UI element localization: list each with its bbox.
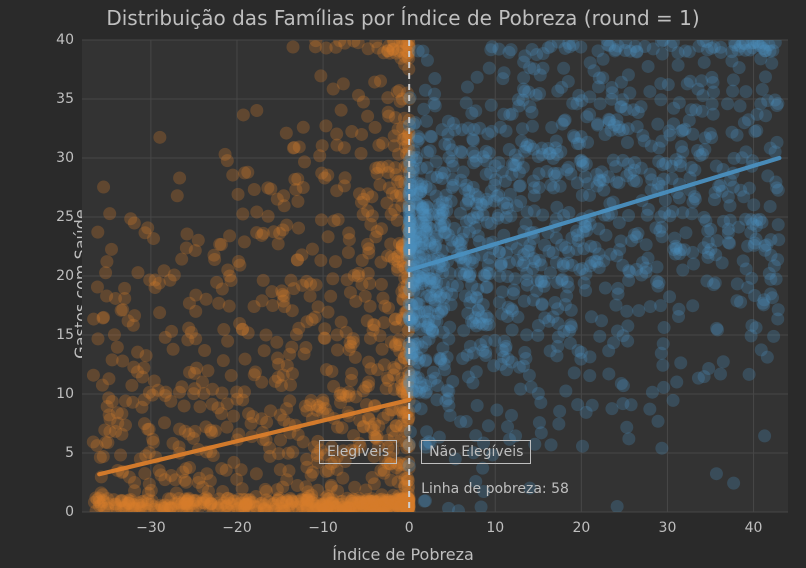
x-tick-label: 0 <box>405 520 414 536</box>
y-tick-label: 40 <box>56 32 74 48</box>
x-tick-label: −30 <box>136 520 166 536</box>
y-tick-label: 15 <box>56 327 74 343</box>
chart-container: Distribuição das Famílias por Índice de … <box>0 0 806 568</box>
y-tick-label: 35 <box>56 91 74 107</box>
x-tick-label: −20 <box>222 520 252 536</box>
y-tick-label: 25 <box>56 209 74 225</box>
y-tick-label: 30 <box>56 150 74 166</box>
y-tick-label: 5 <box>65 445 74 461</box>
x-tick-label: 40 <box>745 520 763 536</box>
label-elegiveis: Elegíveis <box>319 440 397 464</box>
label-nao-elegiveis: Não Elegíveis <box>421 440 531 464</box>
x-tick-label: 30 <box>659 520 677 536</box>
x-tick-label: −10 <box>308 520 338 536</box>
x-tick-label: 10 <box>486 520 504 536</box>
chart-svg <box>0 0 806 568</box>
y-tick-label: 0 <box>65 504 74 520</box>
x-tick-label: 20 <box>572 520 590 536</box>
y-tick-label: 20 <box>56 268 74 284</box>
label-linha-pobreza: Linha de pobreza: 58 <box>421 481 569 497</box>
y-tick-label: 10 <box>56 386 74 402</box>
